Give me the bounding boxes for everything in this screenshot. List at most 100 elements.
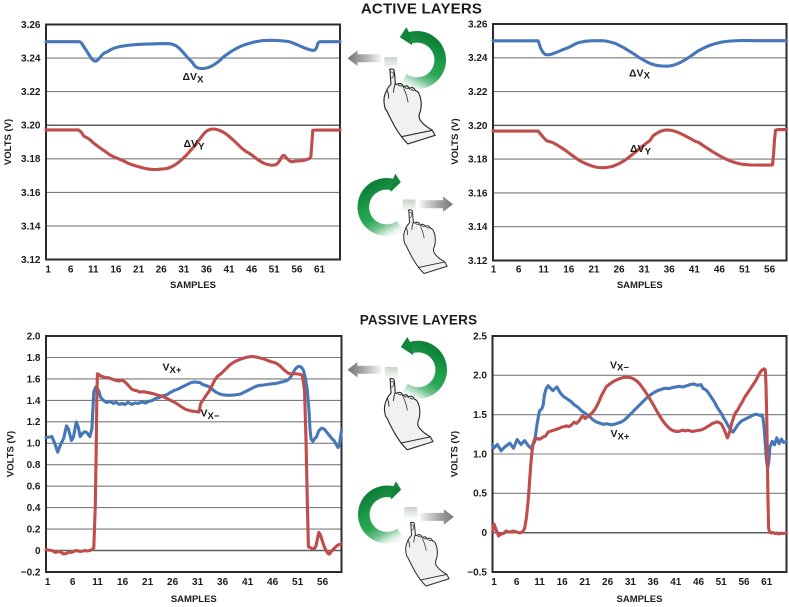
svg-text:56: 56 [764, 265, 776, 276]
svg-text:21: 21 [133, 265, 145, 276]
svg-text:16: 16 [557, 577, 569, 588]
svg-text:31: 31 [178, 265, 190, 276]
svg-text:51: 51 [269, 265, 281, 276]
svg-text:3.26: 3.26 [21, 20, 41, 31]
svg-text:0.8: 0.8 [27, 460, 41, 471]
svg-text:3.22: 3.22 [21, 87, 41, 98]
svg-text:36: 36 [648, 577, 660, 588]
svg-text:11: 11 [538, 265, 549, 276]
svg-text:VX+: VX+ [611, 428, 630, 442]
svg-text:0.5: 0.5 [473, 489, 487, 500]
svg-text:51: 51 [739, 265, 751, 276]
svg-text:SAMPLES: SAMPLES [171, 594, 217, 605]
svg-text:2.0: 2.0 [27, 331, 41, 342]
svg-text:0.4: 0.4 [27, 503, 41, 514]
svg-text:3.18: 3.18 [468, 155, 488, 166]
svg-text:56: 56 [317, 577, 329, 588]
svg-text:46: 46 [267, 577, 279, 588]
svg-text:3.24: 3.24 [468, 53, 488, 64]
svg-text:3.24: 3.24 [21, 54, 41, 65]
svg-text:41: 41 [242, 577, 254, 588]
svg-text:31: 31 [639, 265, 651, 276]
svg-text:2.0: 2.0 [473, 371, 487, 382]
svg-text:31: 31 [192, 577, 204, 588]
svg-text:3.12: 3.12 [468, 256, 488, 267]
svg-text:46: 46 [693, 577, 705, 588]
svg-text:2.5: 2.5 [473, 331, 487, 342]
svg-text:11: 11 [534, 577, 545, 588]
svg-text:31: 31 [625, 577, 637, 588]
svg-text:21: 21 [142, 577, 154, 588]
svg-text:VOLTS (V): VOLTS (V) [3, 119, 14, 165]
svg-text:41: 41 [223, 265, 235, 276]
svg-text:11: 11 [92, 577, 103, 588]
svg-text:56: 56 [291, 265, 303, 276]
svg-text:−0.5: −0.5 [467, 567, 487, 578]
svg-text:61: 61 [761, 577, 773, 588]
svg-text:VX−: VX− [610, 359, 629, 373]
svg-text:41: 41 [670, 577, 682, 588]
svg-text:SAMPLES: SAMPLES [617, 280, 663, 291]
svg-text:36: 36 [201, 265, 213, 276]
svg-text:SAMPLES: SAMPLES [170, 280, 216, 291]
svg-text:1.0: 1.0 [473, 449, 487, 460]
svg-text:1.4: 1.4 [27, 396, 41, 407]
svg-text:3.14: 3.14 [21, 221, 41, 232]
svg-text:16: 16 [563, 265, 575, 276]
svg-text:1.0: 1.0 [27, 439, 41, 450]
svg-text:1.5: 1.5 [473, 410, 487, 421]
svg-text:ΔVY: ΔVY [630, 143, 652, 157]
svg-text:3.14: 3.14 [468, 222, 488, 233]
svg-text:26: 26 [602, 577, 614, 588]
svg-text:3.22: 3.22 [468, 87, 488, 98]
svg-text:−0.2: −0.2 [21, 567, 41, 578]
svg-text:3.16: 3.16 [21, 188, 41, 199]
svg-text:1: 1 [45, 265, 51, 276]
svg-text:1.2: 1.2 [27, 417, 41, 428]
svg-text:26: 26 [167, 577, 179, 588]
svg-text:3.16: 3.16 [468, 188, 488, 199]
svg-text:11: 11 [88, 265, 99, 276]
svg-text:1.8: 1.8 [27, 353, 41, 364]
svg-text:SAMPLES: SAMPLES [617, 594, 663, 605]
svg-text:VX−: VX− [201, 408, 220, 422]
svg-text:26: 26 [613, 265, 625, 276]
svg-text:46: 46 [246, 265, 258, 276]
svg-text:56: 56 [738, 577, 750, 588]
svg-text:6: 6 [516, 265, 522, 276]
svg-text:3.20: 3.20 [21, 121, 41, 132]
svg-text:1: 1 [491, 577, 497, 588]
svg-text:16: 16 [110, 265, 122, 276]
svg-text:1: 1 [491, 265, 497, 276]
svg-text:ΔVY: ΔVY [184, 138, 206, 152]
svg-text:VOLTS (V): VOLTS (V) [450, 118, 461, 164]
svg-text:1: 1 [45, 577, 51, 588]
svg-text:6: 6 [514, 577, 520, 588]
svg-text:51: 51 [292, 577, 304, 588]
svg-text:1.6: 1.6 [27, 374, 41, 385]
svg-text:0: 0 [35, 546, 41, 557]
svg-text:3.12: 3.12 [21, 255, 41, 266]
svg-text:VOLTS (V): VOLTS (V) [450, 431, 461, 477]
svg-text:0.2: 0.2 [27, 525, 41, 536]
svg-text:3.20: 3.20 [468, 121, 488, 132]
svg-text:36: 36 [664, 265, 676, 276]
svg-text:ΔVX: ΔVX [183, 71, 205, 85]
svg-text:36: 36 [217, 577, 229, 588]
svg-text:21: 21 [588, 265, 600, 276]
svg-text:0: 0 [481, 528, 487, 539]
svg-text:VOLTS (V): VOLTS (V) [6, 431, 17, 477]
svg-text:51: 51 [716, 577, 728, 588]
svg-text:6: 6 [68, 265, 74, 276]
svg-text:21: 21 [579, 577, 591, 588]
svg-text:VX+: VX+ [163, 362, 182, 376]
svg-text:16: 16 [117, 577, 129, 588]
svg-text:3.18: 3.18 [21, 154, 41, 165]
svg-text:PASSIVE LAYERS: PASSIVE LAYERS [360, 313, 478, 328]
svg-text:0.6: 0.6 [27, 482, 41, 493]
svg-text:46: 46 [714, 265, 726, 276]
svg-text:26: 26 [156, 265, 168, 276]
svg-text:61: 61 [314, 265, 326, 276]
svg-text:3.26: 3.26 [468, 19, 488, 30]
svg-text:ΔVX: ΔVX [629, 67, 651, 81]
